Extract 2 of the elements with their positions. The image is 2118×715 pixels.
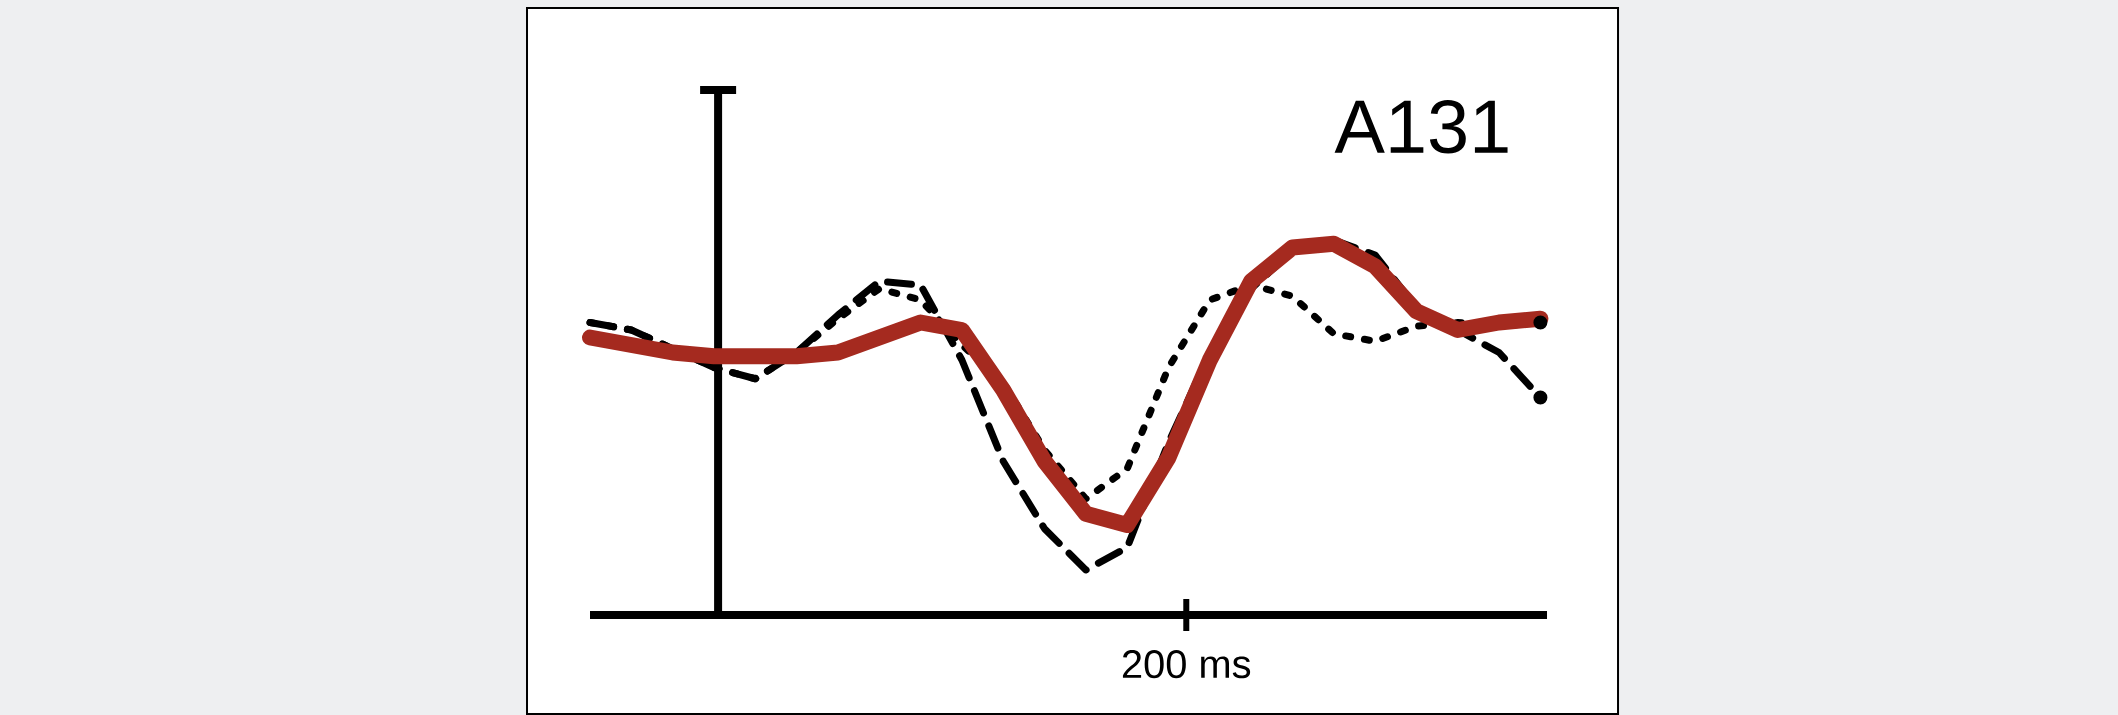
text: A131 [1334,99,1508,154]
text: 200 ms [1122,650,1251,679]
